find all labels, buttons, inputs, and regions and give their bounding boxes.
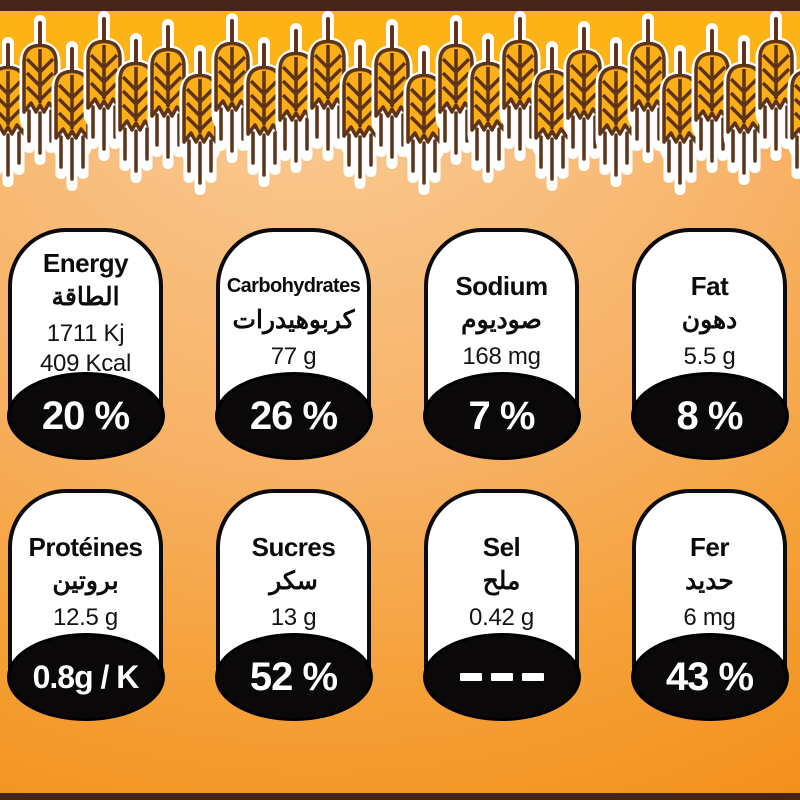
badge-body: Energy الطاقة 1711 Kj 409 Kcal <box>8 228 163 432</box>
daily-value-oval: 43 % <box>630 633 789 721</box>
badge-title-arabic: بروتين <box>52 567 119 595</box>
badge-iron: Fer حديد 6 mg 43 % <box>630 489 789 721</box>
top-border-bar <box>0 0 800 11</box>
daily-value-oval: 52 % <box>214 633 373 721</box>
badge-carbohydrates: Carbohydrates كربوهيدرات 77 g 26 % <box>214 228 373 460</box>
badge-proteins: Protéines بروتين 12.5 g 0.8g / K <box>6 489 165 721</box>
badge-salt: Sel ملح 0.42 g <box>422 489 581 721</box>
badge-value: 1711 Kj <box>46 320 125 347</box>
badge-title: Energy <box>42 248 129 278</box>
badge-value: 168 mg <box>462 343 541 370</box>
bottom-border-bar <box>0 793 800 800</box>
dash-icon <box>459 673 482 681</box>
badge-title: Carbohydrates <box>226 275 361 297</box>
badge-title-arabic: دهون <box>681 306 738 334</box>
dash-icon <box>521 673 544 681</box>
badge-energy: Energy الطاقة 1711 Kj 409 Kcal 20 % <box>6 228 165 460</box>
badge-title: Sodium <box>455 271 548 301</box>
badge-title-arabic: الطاقة <box>51 283 120 311</box>
daily-value-text: 8 % <box>676 393 744 438</box>
daily-value-text: 0.8g / K <box>32 658 140 695</box>
daily-value-oval: 0.8g / K <box>6 633 165 721</box>
badge-title: Sucres <box>251 532 336 562</box>
badge-title: Sel <box>482 532 521 562</box>
daily-value-oval: 20 % <box>6 372 165 460</box>
badge-title: Fat <box>690 271 729 301</box>
badge-sugars: Sucres سكر 13 g 52 % <box>214 489 373 721</box>
daily-value-dashes <box>459 673 544 681</box>
daily-value-text: 7 % <box>468 393 536 438</box>
badge-fat: Fat دهون 5.5 g 8 % <box>630 228 789 460</box>
badge-value: 0.42 g <box>469 604 534 631</box>
daily-value-text: 52 % <box>249 654 338 699</box>
badge-title-arabic: سكر <box>269 567 318 595</box>
badge-title: Protéines <box>28 532 144 562</box>
badge-title-arabic: صوديوم <box>461 306 542 334</box>
badge-title-arabic: ملح <box>482 567 521 595</box>
daily-value-text: 43 % <box>665 654 754 699</box>
badges-grid: Energy الطاقة 1711 Kj 409 Kcal 20 % Carbohydr… <box>6 228 789 721</box>
daily-value-text: 20 % <box>41 393 130 438</box>
wheat-band <box>0 11 800 211</box>
badge-value: 77 g <box>270 343 317 370</box>
daily-value-oval <box>422 633 581 721</box>
badge-value: 13 g <box>270 604 317 631</box>
badge-value: 12.5 g <box>53 604 118 631</box>
badge-title-arabic: حديد <box>685 567 734 595</box>
daily-value-oval: 7 % <box>422 372 581 460</box>
badge-value: 6 mg <box>683 604 736 631</box>
badge-title: Fer <box>690 532 729 562</box>
daily-value-oval: 8 % <box>630 372 789 460</box>
badge-value: 5.5 g <box>683 343 736 370</box>
dash-icon <box>490 673 513 681</box>
daily-value-oval: 26 % <box>214 372 373 460</box>
badge-title-arabic: كربوهيدرات <box>232 306 355 334</box>
daily-value-text: 26 % <box>249 393 338 438</box>
badge-sodium: Sodium صوديوم 168 mg 7 % <box>422 228 581 460</box>
